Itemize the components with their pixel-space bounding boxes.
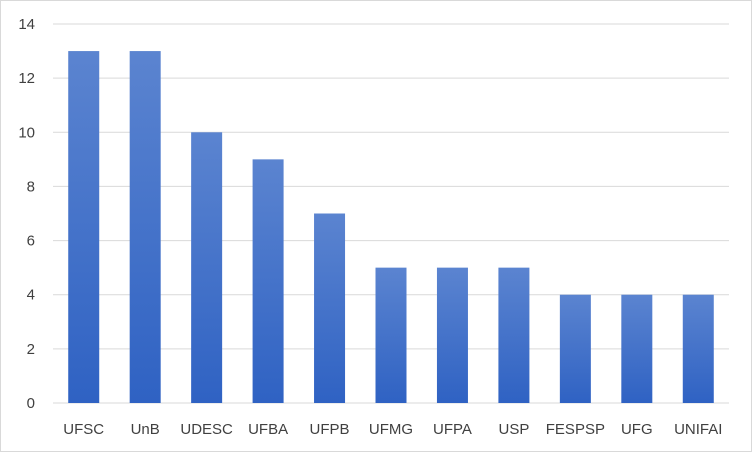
y-tick-label: 10 — [18, 124, 35, 141]
bar-ufmg — [375, 267, 407, 403]
x-tick-label-udesc: UDESC — [180, 421, 233, 438]
bar-udesc — [191, 132, 223, 404]
y-tick-label: 14 — [18, 16, 35, 33]
y-tick-label: 12 — [18, 70, 35, 87]
y-axis-ticks: 0 2 4 6 8 10 12 14 — [18, 16, 35, 412]
y-tick-label: 0 — [27, 395, 35, 412]
x-axis-labels: UFSC UnB UDESC UFBA UFPB UFMG UFPA USP FESPSP UFG… — [63, 421, 722, 438]
bar-unb — [129, 51, 161, 403]
y-tick-label: 6 — [27, 233, 35, 250]
bar-ufpb — [314, 213, 346, 403]
x-tick-label-ufsc: UFSC — [63, 421, 104, 438]
x-tick-label-ufpa: UFPA — [433, 421, 472, 438]
x-tick-label-ufmg: UFMG — [369, 421, 413, 438]
y-tick-label: 4 — [27, 287, 35, 304]
bar-usp — [498, 267, 530, 403]
x-tick-label-unb: UnB — [131, 421, 160, 438]
bar-unifai — [682, 294, 714, 403]
bar-ufsc — [68, 51, 100, 403]
bar-ufg — [621, 294, 653, 403]
y-tick-label: 8 — [27, 178, 35, 195]
x-tick-label-ufg: UFG — [621, 421, 653, 438]
bar-fespsp — [559, 294, 591, 403]
bars — [68, 51, 714, 404]
y-tick-label: 2 — [27, 341, 35, 358]
x-tick-label-fespsp: FESPSP — [546, 421, 605, 438]
x-tick-label-ufpb: UFPB — [310, 421, 350, 438]
x-tick-label-ufba: UFBA — [248, 421, 288, 438]
bar-ufba — [252, 159, 284, 403]
x-tick-label-usp: USP — [498, 421, 529, 438]
bar-ufpa — [436, 267, 468, 403]
x-tick-label-unifai: UNIFAI — [674, 421, 722, 438]
